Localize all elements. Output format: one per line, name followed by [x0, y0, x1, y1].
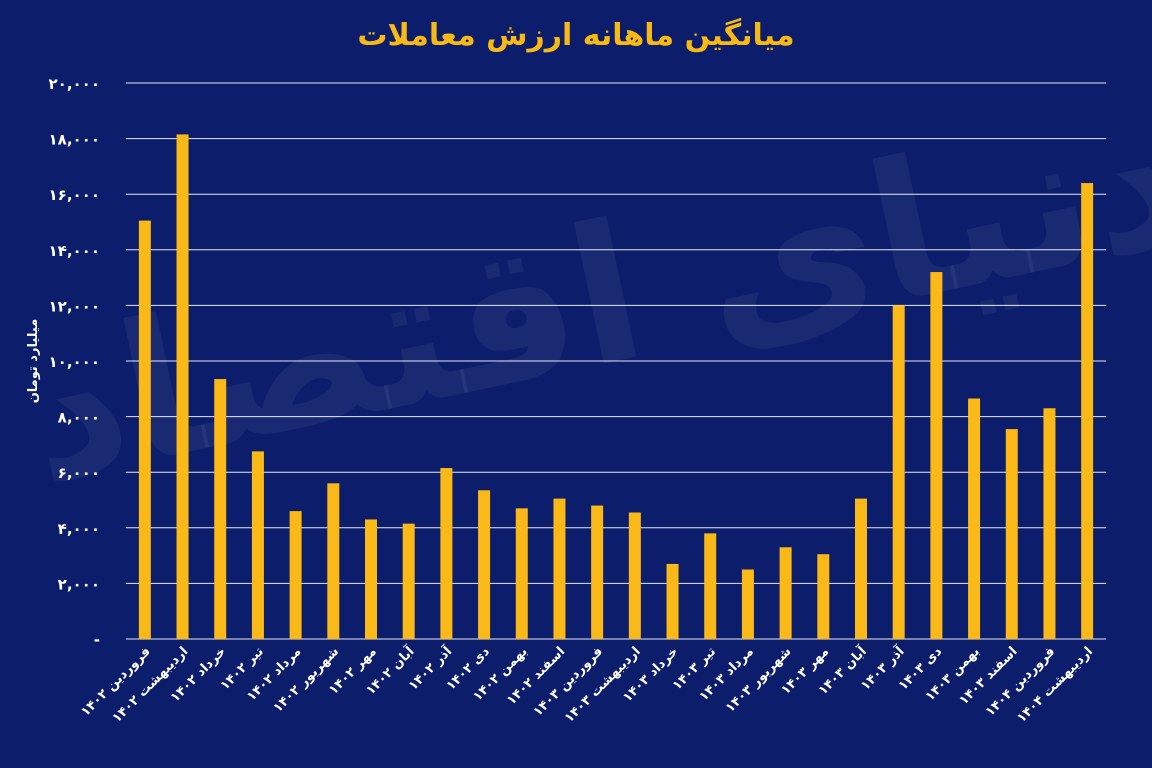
bar	[138, 220, 151, 640]
bar	[289, 511, 302, 639]
y-tick-label: ۲۰,۰۰۰	[49, 75, 100, 93]
y-tick-label: -	[94, 631, 100, 649]
bar	[327, 483, 340, 639]
bar	[591, 505, 604, 639]
bar	[176, 134, 189, 639]
bar	[779, 547, 792, 639]
y-tick-label: ۴,۰۰۰	[58, 520, 100, 538]
bar	[704, 533, 717, 639]
y-tick-label: ۸,۰۰۰	[58, 409, 100, 427]
bar	[930, 272, 943, 639]
bar	[365, 519, 377, 639]
y-tick-label: ۱۴,۰۰۰	[49, 242, 100, 260]
bar	[892, 305, 905, 639]
y-tick-label: ۲,۰۰۰	[58, 575, 100, 593]
bar	[402, 523, 415, 639]
bar	[251, 451, 264, 639]
x-tick-label: شهریور ۱۴۰۲	[271, 644, 343, 716]
bar	[855, 498, 867, 639]
y-tick-label: ۱۶,۰۰۰	[49, 186, 100, 204]
x-tick-label: شهریور ۱۴۰۳	[723, 644, 795, 716]
y-tick-label: ۱۲,۰۰۰	[49, 297, 100, 315]
bar	[440, 468, 453, 639]
bar	[1043, 408, 1056, 639]
bar	[968, 398, 981, 639]
bar	[553, 498, 566, 639]
bar	[478, 490, 491, 639]
chart-title: میانگین ماهانه ارزش معاملات	[357, 18, 795, 53]
y-tick-label: ۱۸,۰۰۰	[49, 131, 100, 149]
y-tick-label: ۱۰,۰۰۰	[49, 353, 100, 371]
bar	[515, 508, 528, 639]
bar	[741, 569, 754, 639]
y-tick-label: ۶,۰۰۰	[58, 464, 100, 482]
bar	[628, 512, 641, 639]
bar	[817, 554, 830, 639]
bar	[1081, 183, 1094, 639]
bar	[1005, 429, 1018, 639]
bar	[666, 563, 679, 639]
y-axis-title: میلیارد تومان	[26, 319, 41, 404]
bar	[214, 379, 227, 639]
